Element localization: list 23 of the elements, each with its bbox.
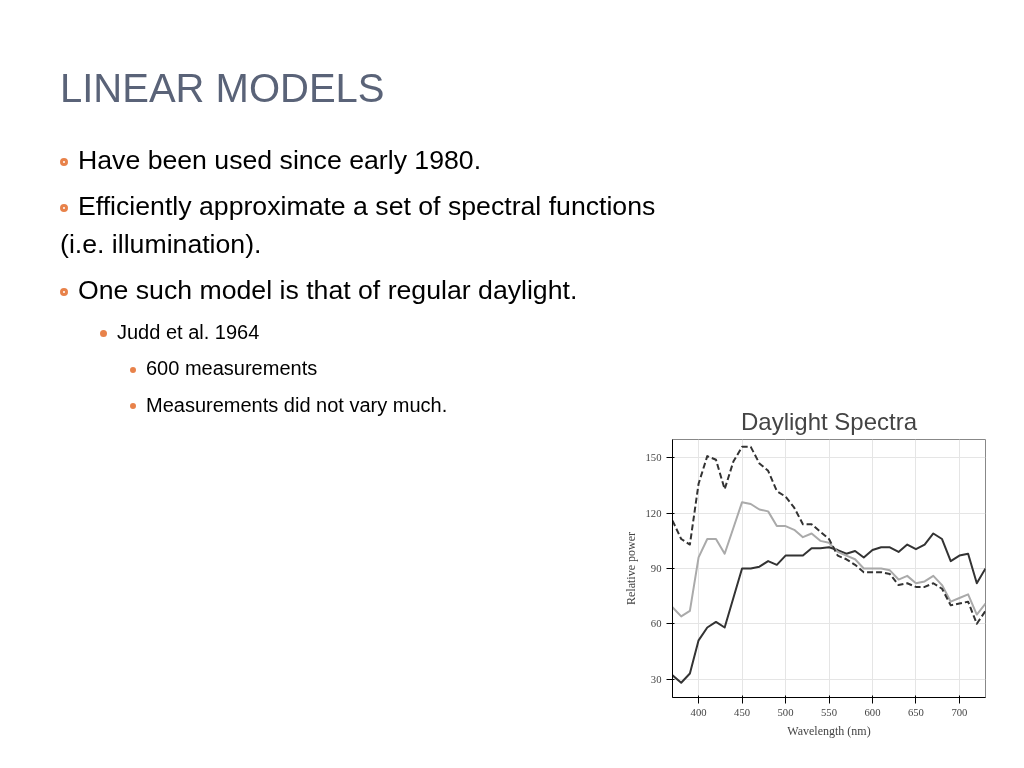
x-axis-title: Wavelength (nm) — [787, 723, 871, 738]
y-tick-label: 30 — [650, 673, 662, 685]
chart-title: Daylight Spectra — [740, 407, 918, 435]
y-axis-title: Relative power — [623, 532, 638, 605]
y-tick-label: 120 — [645, 507, 662, 519]
x-tick-label: 400 — [690, 706, 707, 718]
x-tick-label: 550 — [821, 706, 837, 718]
y-tick-label: 90 — [650, 563, 662, 574]
x-tick-label: 450 — [734, 706, 751, 718]
y-tick-label: 60 — [650, 618, 662, 630]
text: LINEAR MODELS — [60, 65, 385, 112]
x-tick-label: 650 — [907, 706, 924, 718]
text: Have been used since early 1980. — [77, 144, 482, 178]
y-tick-label: 150 — [645, 452, 662, 464]
x-tick-label: 700 — [951, 706, 968, 718]
text: One such model is that of regular daylight. — [77, 274, 578, 308]
x-tick-label: 600 — [864, 706, 881, 718]
text: Efficiently approximate a set of spectral functions (i.e. illumination). — [60, 190, 657, 262]
text: Measurements did not vary much. — [145, 392, 448, 418]
line-series — [672, 501, 986, 618]
text: 600 measurements — [145, 356, 318, 382]
text: Judd et al. 1964 — [116, 319, 260, 345]
x-tick-label: 500 — [777, 706, 794, 718]
